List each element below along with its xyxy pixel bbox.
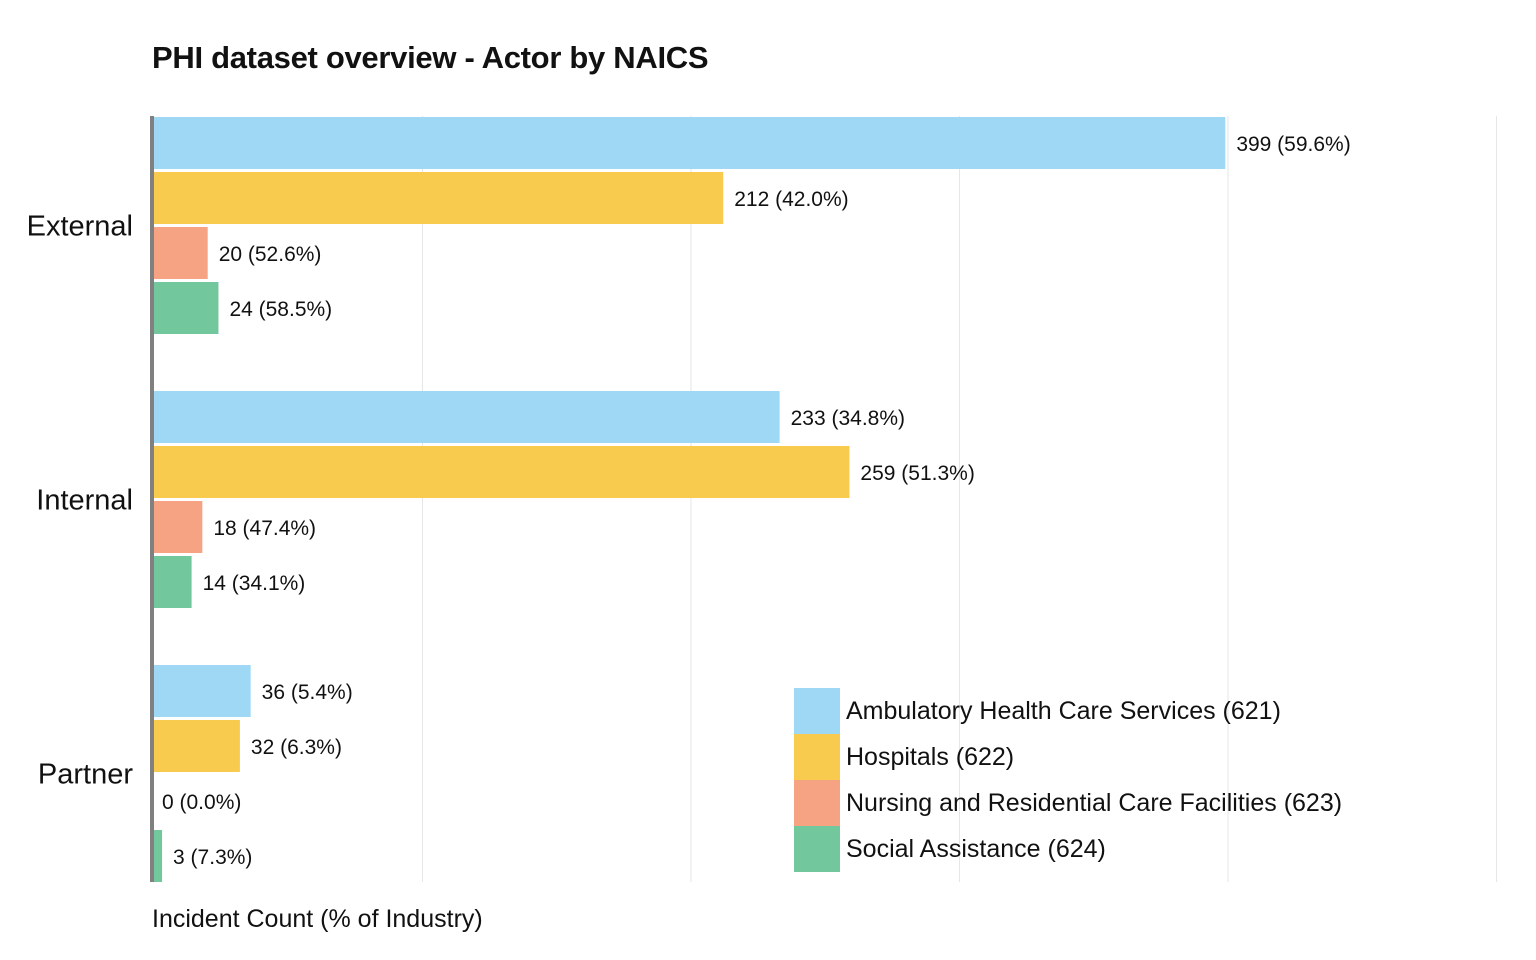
- legend-label: Hospitals (622): [846, 742, 1015, 771]
- bar: [154, 227, 208, 279]
- x-axis-label: Incident Count (% of Industry): [152, 905, 483, 933]
- gridlines: [422, 116, 1497, 882]
- bar: [154, 391, 780, 443]
- data-label: 24 (58.5%): [229, 298, 332, 321]
- data-label: 259 (51.3%): [860, 462, 974, 485]
- legend-swatch: [794, 826, 840, 872]
- data-label: 233 (34.8%): [791, 407, 905, 430]
- chart-title: PHI dataset overview - Actor by NAICS: [152, 40, 709, 75]
- legend-swatch: [794, 688, 840, 734]
- value-labels: 399 (59.6%) 212 (42.0%) 20 (52.6%) 24 (58.5…: [162, 133, 1351, 869]
- bar: [154, 282, 219, 334]
- category-label: External: [27, 211, 133, 243]
- bar: [154, 830, 163, 882]
- legend-item: Ambulatory Health Care Services (621): [794, 688, 1342, 734]
- data-label: 20 (52.6%): [219, 243, 322, 266]
- data-label: 3 (7.3%): [173, 846, 252, 869]
- legend-swatch: [794, 780, 840, 826]
- data-label: 212 (42.0%): [734, 188, 848, 211]
- data-label: 399 (59.6%): [1236, 133, 1350, 156]
- data-label: 32 (6.3%): [251, 736, 342, 759]
- bars: [154, 117, 1226, 882]
- legend-item: Hospitals (622): [794, 734, 1342, 780]
- data-label: 36 (5.4%): [262, 681, 353, 704]
- legend-label: Nursing and Residential Care Facilities …: [846, 788, 1343, 817]
- category-label: Partner: [38, 759, 133, 791]
- legend-item: Social Assistance (624): [794, 826, 1342, 872]
- bar: [154, 720, 240, 772]
- bar: [154, 556, 192, 608]
- data-label: 14 (34.1%): [203, 572, 306, 595]
- legend: Ambulatory Health Care Services (621) Hos…: [794, 688, 1342, 872]
- category-label: Internal: [36, 485, 133, 517]
- category-labels: External Internal Partner: [27, 211, 134, 791]
- legend-item: Nursing and Residential Care Facilities …: [794, 780, 1342, 826]
- legend-label: Ambulatory Health Care Services (621): [846, 696, 1281, 725]
- bar: [154, 446, 850, 498]
- bar: [154, 172, 724, 224]
- legend-label: Social Assistance (624): [846, 834, 1106, 863]
- bar: [154, 501, 203, 553]
- data-label: 0 (0.0%): [162, 791, 241, 814]
- legend-swatch: [794, 734, 840, 780]
- bar: [154, 665, 251, 717]
- data-label: 18 (47.4%): [213, 517, 316, 540]
- bar: [154, 117, 1226, 169]
